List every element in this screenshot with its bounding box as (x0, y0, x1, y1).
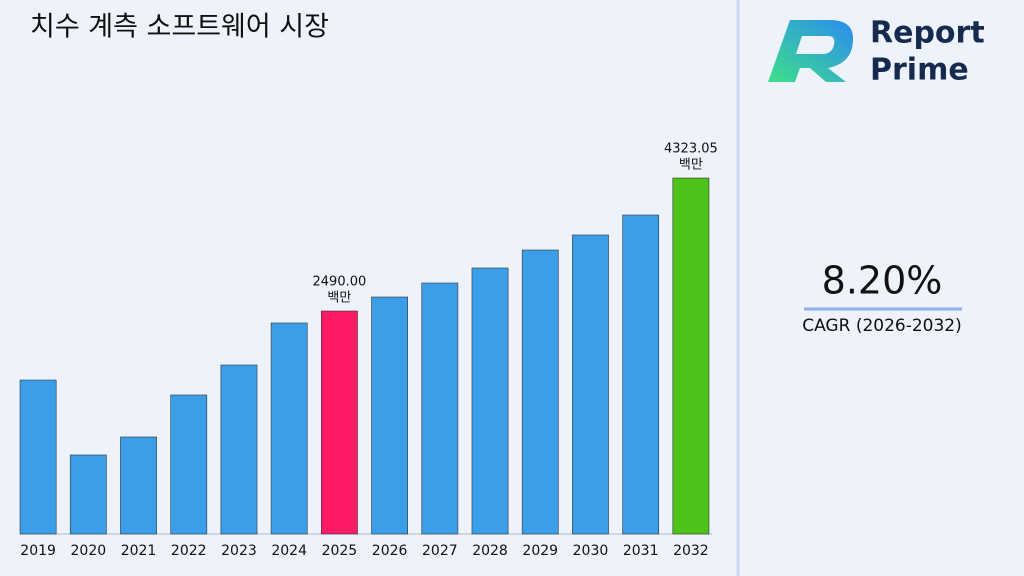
x-tick-label: 2032 (673, 543, 709, 559)
value-label: 2490.00 (313, 275, 367, 290)
cagr-label: CAGR (2026-2032) (802, 316, 962, 336)
bar (471, 267, 509, 535)
brand: Report (870, 16, 985, 51)
cagr-value: 8.20% (822, 259, 943, 303)
value-label: 4323.05 (664, 142, 718, 157)
x-tick-label: 2031 (623, 543, 659, 559)
bar (120, 436, 157, 535)
bar (19, 379, 57, 535)
bar (421, 282, 459, 535)
x-tick-label: 2026 (372, 543, 408, 559)
logo (768, 20, 854, 82)
x-tick-label: 2029 (522, 543, 558, 559)
x-tick-label: 2028 (472, 543, 508, 559)
value-unit: 백만 (679, 158, 703, 173)
chart-title: 치수 계측 소프트웨어 시장 (30, 12, 329, 43)
bar (270, 322, 308, 535)
x-tick-label: 2025 (322, 543, 358, 559)
bar (672, 177, 710, 535)
x-tick-label: 2019 (20, 543, 56, 559)
bar (220, 364, 258, 535)
x-tick-label: 2027 (422, 543, 458, 559)
bar (572, 234, 609, 535)
x-tick-label: 2022 (171, 543, 207, 559)
bar (170, 394, 208, 535)
brand: Prime (870, 53, 969, 88)
x-tick-label: 2030 (573, 543, 609, 559)
bar (622, 214, 660, 535)
x-tick-label: 2020 (71, 543, 107, 559)
bar (521, 249, 559, 535)
bar (321, 310, 358, 535)
bar (69, 454, 107, 535)
value-unit: 백만 (327, 291, 351, 306)
x-tick-label: 2023 (221, 543, 257, 559)
x-tick-label: 2021 (121, 543, 157, 559)
x-tick-label: 2024 (271, 543, 307, 559)
logo-mark-hole (796, 36, 835, 54)
bar (371, 296, 408, 535)
